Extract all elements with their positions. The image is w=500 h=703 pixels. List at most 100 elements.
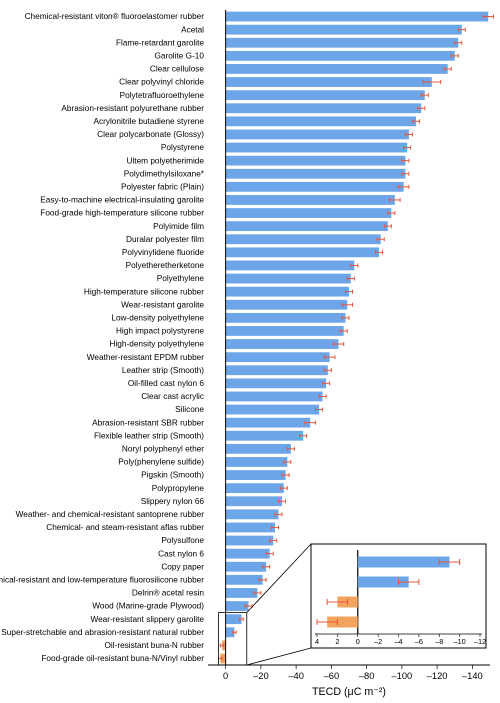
bar-label: Silicone xyxy=(175,405,204,414)
bar xyxy=(226,64,448,74)
bar xyxy=(226,313,346,323)
bar xyxy=(226,143,408,153)
bar-label: Polyimide film xyxy=(153,222,204,231)
bar xyxy=(226,195,395,205)
bar-label: Chemical-resistant viton® fluoroelastome… xyxy=(25,12,205,21)
bar xyxy=(226,614,242,624)
bar xyxy=(226,156,406,166)
bar-label: Low-density polyethylene xyxy=(111,314,204,323)
bar xyxy=(226,261,355,271)
bar-label: Cast nylon 6 xyxy=(158,549,204,558)
bar-label: Clear polyvinyl chloride xyxy=(119,78,204,87)
bar-label: Chemical-resistant and low-temperature f… xyxy=(0,576,204,585)
bar xyxy=(226,247,379,257)
bar xyxy=(226,116,416,126)
bar xyxy=(226,182,404,192)
bar-label: Wear-resistant slippery garolite xyxy=(90,615,204,624)
bar-label: High impact polystyrene xyxy=(116,327,204,336)
bar-label: Clear polycarbonate (Glossy) xyxy=(97,130,204,139)
inset-tick-label: –10 xyxy=(454,637,466,646)
bar xyxy=(226,90,425,100)
bar xyxy=(226,457,288,467)
bar-label: Ultem polyetherimide xyxy=(127,156,205,165)
bar xyxy=(226,51,455,61)
x-tick-label: –20 xyxy=(253,671,269,681)
bar xyxy=(226,208,392,218)
x-tick-label: –80 xyxy=(359,671,375,681)
bar-label: Delrin® acetal resin xyxy=(132,589,205,598)
bar-label: Polyetheretherketone xyxy=(126,261,205,270)
bar-label: High-density polyethylene xyxy=(110,340,205,349)
bar xyxy=(226,575,263,585)
bar xyxy=(226,287,349,297)
bar xyxy=(226,378,326,388)
bar xyxy=(226,365,328,375)
bar-label: Wear-resistant garolite xyxy=(121,300,204,309)
bar xyxy=(226,483,284,493)
x-tick-label: –60 xyxy=(324,671,340,681)
bar-label: Noryl polyphenyl ether xyxy=(122,445,204,454)
inset-tick-label: –2 xyxy=(374,637,382,646)
inset-tick-label: –8 xyxy=(435,637,443,646)
bar xyxy=(226,588,258,598)
bar-label: Duralar polyester film xyxy=(126,235,204,244)
bar-label: Polytetrafluoroethylene xyxy=(120,91,205,100)
bar xyxy=(226,444,291,454)
x-tick-label: –40 xyxy=(288,671,304,681)
inset-tick-label: –12 xyxy=(474,637,486,646)
bar xyxy=(226,326,344,336)
bar-label: Clear cast acrylic xyxy=(141,392,204,401)
bar-label: Wood (Marine-grade Plywood) xyxy=(92,602,204,611)
bar xyxy=(226,405,319,415)
bar-label: Abrasion-resistant SBR rubber xyxy=(92,418,204,427)
bar-label: Copy paper xyxy=(161,562,204,571)
bar-label: Easy-to-machine electrical-insulating ga… xyxy=(40,196,204,205)
bar xyxy=(226,392,323,402)
bar xyxy=(226,130,409,140)
bar xyxy=(226,352,330,362)
bar-label: Clear cellulose xyxy=(150,65,205,74)
bar-label: Polydimethylsiloxane* xyxy=(124,169,205,178)
bar xyxy=(226,509,279,519)
x-tick-label: –140 xyxy=(462,671,483,681)
inset-tick-label: –4 xyxy=(394,637,402,646)
bar xyxy=(226,12,489,22)
bar xyxy=(226,234,381,244)
bar xyxy=(226,562,267,572)
bar-label: High-temperature silicone rubber xyxy=(84,287,204,296)
bar-label: Chemical- and steam-resistant aflas rubb… xyxy=(46,523,204,532)
bar xyxy=(226,38,459,48)
bar-label: Polyvinylidene fluoride xyxy=(122,248,205,257)
bar-label: Polypropylene xyxy=(152,484,205,493)
bar xyxy=(226,25,462,35)
bar-label: Weather-resistant EPDM rubber xyxy=(87,353,204,362)
bar xyxy=(226,169,406,179)
bar-label: Flame-retardant garolite xyxy=(116,38,204,47)
bar-label: Polyethylene xyxy=(157,274,205,283)
bar xyxy=(226,300,348,310)
bar xyxy=(226,221,388,231)
inset-tick-label: 4 xyxy=(315,637,319,646)
tecd-bar-chart: Chemical-resistant viton® fluoroelastome… xyxy=(0,0,500,703)
bar-label: Acrylonitrile butadiene styrene xyxy=(93,117,204,126)
bar-label: Leather strip (Smooth) xyxy=(122,366,204,375)
bar xyxy=(226,103,422,113)
inset-tick-label: 2 xyxy=(335,637,339,646)
bar-label: Acetal xyxy=(181,25,204,34)
bar-label: Polysulfone xyxy=(161,536,204,545)
bar-label: Poly(phenylene sulfide) xyxy=(118,458,204,467)
inset-bar xyxy=(358,557,450,568)
bar xyxy=(226,496,282,506)
inset-tick-label: –6 xyxy=(415,637,423,646)
x-tick-label: –120 xyxy=(427,671,448,681)
bar xyxy=(226,274,351,284)
bar-label: Oil-resistant buna-N rubber xyxy=(105,641,205,650)
bar-label: Slippery nylon 66 xyxy=(141,497,205,506)
x-axis-title: TECD (μC m⁻²) xyxy=(312,686,386,698)
bar xyxy=(226,470,286,480)
bar xyxy=(226,523,275,533)
bar-label: Abrasion-resistant polyurethane rubber xyxy=(61,104,204,113)
bar-label: Polyester fabric (Plain) xyxy=(121,183,204,192)
bar xyxy=(226,77,432,87)
bar-label: Flexible leather strip (Smooth) xyxy=(94,431,204,440)
